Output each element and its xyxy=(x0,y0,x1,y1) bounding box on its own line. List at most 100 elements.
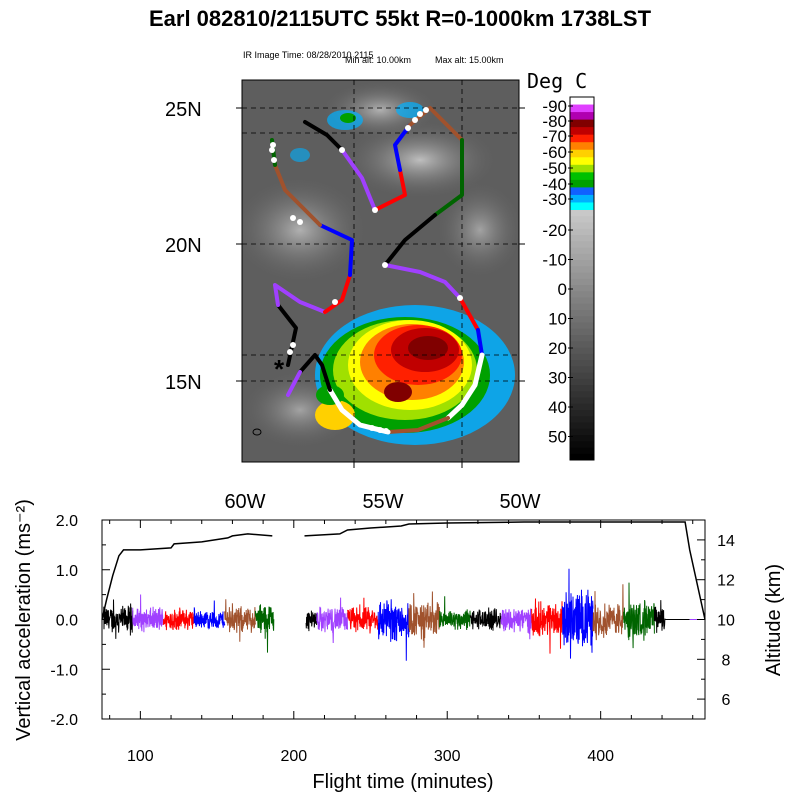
acceleration-segment xyxy=(254,603,275,653)
colorbar-gray-step xyxy=(570,391,594,398)
altitude-line xyxy=(304,521,706,620)
colorbar-gray-step xyxy=(570,397,594,405)
temperature-colorbar xyxy=(568,96,595,461)
track-point xyxy=(369,425,375,431)
lat-label: 25N xyxy=(165,99,202,121)
track-point xyxy=(271,157,277,163)
colorbar-swatch xyxy=(570,164,594,173)
acceleration-segment xyxy=(561,568,594,659)
colorbar-gray-step xyxy=(570,297,594,305)
cloud-region xyxy=(435,180,519,280)
track-leg-black xyxy=(383,213,437,267)
colorbar-gray-step xyxy=(570,428,594,436)
track-point xyxy=(457,295,463,301)
track-leg-purple xyxy=(286,370,302,397)
acceleration-segment xyxy=(469,607,502,631)
acceleration-segment xyxy=(305,610,318,632)
colorbar-swatch xyxy=(570,194,594,203)
x-tick-label: 100 xyxy=(127,748,154,765)
colorbar-gray-step xyxy=(570,385,594,392)
figure-title: Earl 082810/2115UTC 55kt R=0-1000km 1738… xyxy=(148,6,652,31)
colorbar-gray-step xyxy=(570,328,594,336)
y2-tick-label: 8 xyxy=(722,652,731,669)
colorbar-labels: -90-80-70-60-50-40-30 -20 -10 0 10 20 30 40 50 xyxy=(542,97,567,447)
colorbar-gray-step xyxy=(570,372,594,380)
x-tick-label: 400 xyxy=(587,748,614,765)
track-point xyxy=(339,147,345,153)
track-point xyxy=(405,125,411,131)
colorbar-swatch xyxy=(570,142,594,151)
y-tick-label: 0.0 xyxy=(56,613,78,630)
acceleration-segment xyxy=(439,596,471,631)
y2-tick-label: 6 xyxy=(722,692,731,709)
ir-satellite-map: * xyxy=(242,80,519,462)
colorbar-label: -60 xyxy=(542,143,567,162)
track-point xyxy=(269,147,275,153)
acceleration-segment xyxy=(500,608,533,640)
y-axis-label: Vertical acceleration (ms⁻²) xyxy=(13,499,35,741)
colorbar-label: 50 xyxy=(548,428,567,447)
track-leg-green xyxy=(433,138,464,217)
colorbar-label: -50 xyxy=(542,159,567,178)
acceleration-timeseries: 100 200 300 400 2.0 1.0 0.0 -1.0 -2.0 6 8 10 12 14 xyxy=(50,513,735,765)
track-point xyxy=(382,262,388,268)
latitude-labels: 25N 20N 15N xyxy=(165,99,202,394)
ir-image-time: IR Image Time: 08/28/2010 2115 xyxy=(243,50,374,60)
colorbar-gray-step xyxy=(570,216,594,223)
colorbar-swatch xyxy=(570,157,594,166)
colorbar-title: Deg C xyxy=(527,69,587,93)
colorbar-gray-step xyxy=(570,253,594,261)
y2-tick-label: 10 xyxy=(717,613,735,630)
max-altitude-label: Max alt: 15.00km xyxy=(435,55,504,65)
colorbar-label: -30 xyxy=(542,190,567,209)
colorbar-label: 0 xyxy=(558,280,567,299)
track-leg-black xyxy=(303,120,344,152)
colorbar-gray-step xyxy=(570,378,594,386)
acceleration-segment xyxy=(592,584,625,641)
track-leg-brown xyxy=(386,416,450,434)
colorbar-gray-step xyxy=(570,416,594,423)
colorbar-label: 20 xyxy=(548,339,567,358)
colorbar-swatch xyxy=(570,127,594,136)
y2-axis-ticks: 6 8 10 12 14 xyxy=(697,519,735,720)
colorbar-swatch xyxy=(570,187,594,196)
convection-band xyxy=(315,400,355,430)
colorbar-gray-step xyxy=(570,353,594,361)
colorbar-gray-step xyxy=(570,247,594,255)
lon-label: 60W xyxy=(224,491,265,513)
track-point xyxy=(290,215,296,221)
track-point xyxy=(297,219,303,225)
colorbar-swatch xyxy=(570,172,594,181)
track-point xyxy=(423,107,429,113)
island-outline xyxy=(252,428,262,436)
track-leg-red xyxy=(323,273,352,314)
colorbar-label: 10 xyxy=(548,310,567,329)
track-leg-blue xyxy=(476,328,484,357)
colorbar-label: -40 xyxy=(542,175,567,194)
cloud-region xyxy=(242,175,370,285)
map-ticks xyxy=(236,107,525,468)
colorbar-gray-step xyxy=(570,260,594,267)
colorbar-gray-step xyxy=(570,347,594,355)
colorbar-gray-step xyxy=(570,410,594,417)
colorbar-gray-step xyxy=(570,403,594,411)
track-point xyxy=(287,349,293,355)
colorbar-gray-step xyxy=(570,266,594,273)
colorbar-frame xyxy=(569,96,595,461)
colorbar-gray-step xyxy=(570,360,594,367)
colorbar-swatch xyxy=(570,119,594,128)
colorbar-gray-step xyxy=(570,235,594,242)
acceleration-segment xyxy=(193,600,226,630)
y-axis-ticks: 2.0 1.0 0.0 -1.0 -2.0 xyxy=(50,513,110,729)
track-leg-purple xyxy=(340,148,377,212)
acceleration-segment xyxy=(347,597,379,634)
colorbar-gray-step xyxy=(570,210,594,217)
colorbar-gray-step xyxy=(570,322,594,330)
colorbar-label: -80 xyxy=(542,112,567,131)
track-leg-black xyxy=(298,353,332,392)
acceleration-segment xyxy=(103,599,134,639)
lat-label: 15N xyxy=(165,372,202,394)
min-altitude-label: Min alt: 10.00km xyxy=(345,55,412,65)
track-point xyxy=(412,117,418,123)
convection-core xyxy=(384,382,412,402)
